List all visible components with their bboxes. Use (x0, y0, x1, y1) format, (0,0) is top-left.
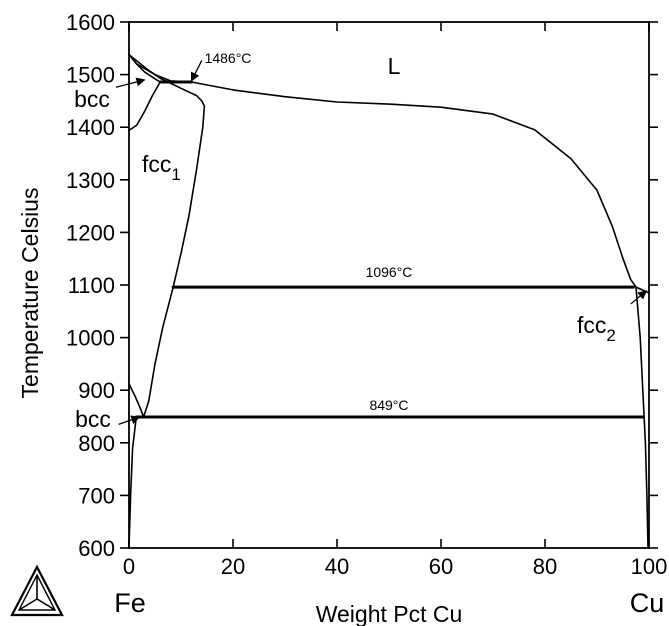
label-arrow (115, 77, 146, 88)
y-tick-label: 1300 (66, 168, 115, 193)
y-tick-label: 600 (78, 536, 115, 561)
phase-label-fcc1: fcc1 (142, 151, 181, 184)
annotation-849: 849°C (369, 397, 408, 413)
phase-boundary-line (128, 53, 161, 83)
phase-label-bcc-low: bcc (75, 406, 111, 432)
x-tick-label: 80 (533, 554, 557, 579)
y-tick-label: 1100 (68, 273, 115, 298)
phase-label-bcc-high: bcc (74, 86, 110, 112)
annotation-1486: 1486°C (205, 50, 252, 66)
phase-boundary-line (142, 81, 206, 418)
axis-tick-labels: 0 20 40 60 80 100 600 700 800 900 1000 1100 1200 1300… (66, 10, 667, 579)
plot-frame (128, 21, 650, 549)
axis-ticks (120, 21, 658, 549)
fcc2-main-text: fcc (577, 312, 606, 338)
label-arrow (190, 60, 203, 82)
phase-boundary-line (128, 81, 161, 132)
phase-boundary-line (128, 53, 169, 83)
y-tick-label: 1400 (66, 115, 115, 140)
element-right-label: Cu (630, 588, 665, 618)
label-arrow (118, 415, 141, 426)
phase-label-fcc2: fcc2 (577, 312, 616, 345)
y-tick-label: 700 (78, 483, 115, 508)
thermo-calc-logo-icon (10, 564, 64, 617)
x-axis-title: Weight Pct Cu (316, 601, 463, 626)
phase-boundary-line (128, 383, 145, 418)
annotation-1096: 1096°C (366, 264, 413, 280)
x-tick-label: 20 (221, 554, 245, 579)
y-tick-label: 900 (78, 378, 115, 403)
x-tick-label: 100 (631, 554, 668, 579)
x-tick-label: 60 (429, 554, 453, 579)
fcc2-subscript: 2 (606, 326, 615, 345)
y-tick-label: 1000 (66, 326, 115, 351)
phase-boundaries (128, 53, 650, 549)
element-left-label: Fe (114, 588, 146, 618)
fcc1-main-text: fcc (142, 151, 171, 177)
fcc1-subscript: 1 (171, 165, 180, 184)
phase-boundary-line (128, 416, 138, 549)
label-arrow (630, 290, 648, 305)
y-axis-title: Temperature Celsius (17, 188, 43, 399)
phase-boundary-line (128, 53, 650, 294)
x-tick-label: 40 (325, 554, 349, 579)
label-arrows (115, 60, 648, 426)
y-tick-label: 1200 (66, 220, 115, 245)
phase-label-liquid: L (388, 53, 401, 79)
y-tick-label: 1600 (66, 10, 115, 35)
x-tick-label: 0 (123, 554, 135, 579)
y-tick-label: 800 (78, 431, 115, 456)
y-tick-label: 1500 (66, 63, 115, 88)
